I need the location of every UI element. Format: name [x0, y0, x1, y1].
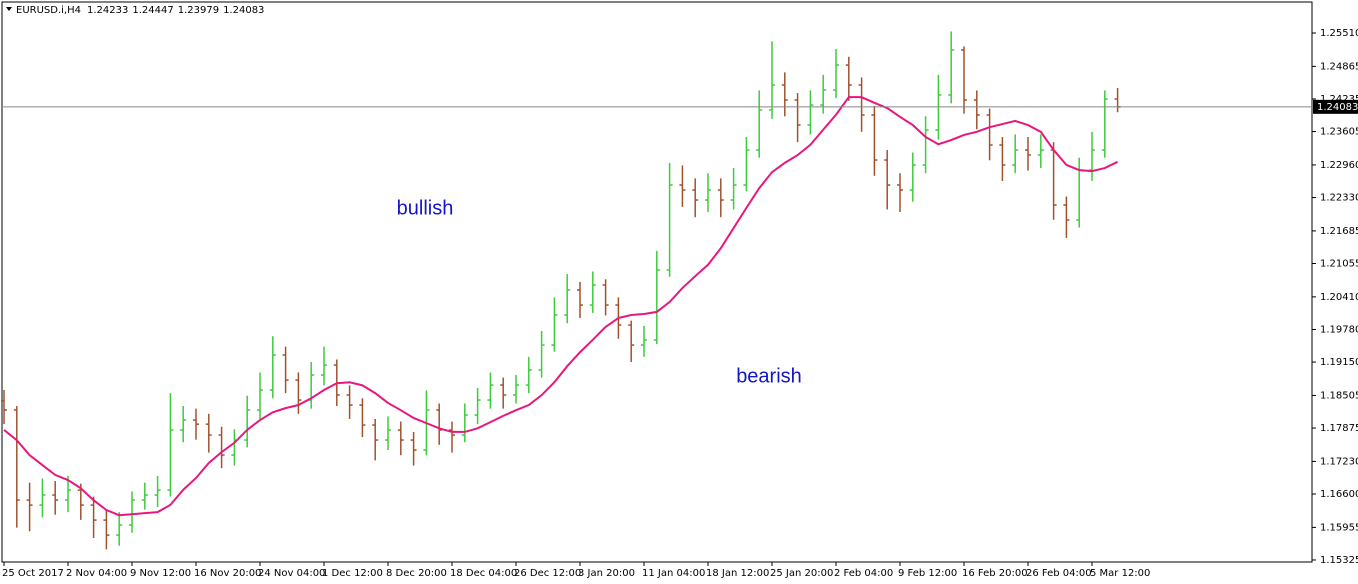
y-tick-label: 1.24865 [1320, 61, 1358, 72]
y-tick-label: 1.16600 [1320, 489, 1358, 500]
annotation: bearish [736, 365, 802, 387]
y-tick-label: 1.25510 [1320, 28, 1358, 39]
x-tick-label: 16 Nov 20:00 [194, 568, 261, 579]
y-tick-label: 1.20410 [1320, 292, 1358, 303]
price-label-box [1313, 99, 1358, 114]
x-tick-label: 3 Jan 20:00 [578, 568, 635, 579]
x-tick-label: 1 Dec 12:00 [322, 568, 383, 579]
y-tick-label: 1.21055 [1320, 259, 1358, 270]
x-tick-label: 9 Feb 12:00 [898, 568, 957, 579]
x-tick-label: 8 Dec 20:00 [386, 568, 447, 579]
open-value: 1.24233 [87, 5, 128, 16]
y-tick-label: 1.17875 [1320, 423, 1358, 434]
x-tick-label: 25 Jan 20:00 [770, 568, 833, 579]
y-tick-label: 1.19780 [1320, 324, 1358, 335]
x-tick-label: 9 Nov 12:00 [130, 568, 191, 579]
x-tick-label: 18 Jan 12:00 [706, 568, 769, 579]
y-tick-label: 1.22960 [1320, 160, 1358, 171]
x-tick-label: 26 Dec 12:00 [514, 568, 581, 579]
y-tick-label: 1.19150 [1320, 357, 1358, 368]
x-tick-label: 25 Oct 2017 [2, 568, 64, 579]
close-value: 1.24083 [223, 5, 264, 16]
price-label: 1.24083 [1317, 102, 1358, 113]
x-tick-label: 2 Nov 04:00 [66, 568, 127, 579]
x-tick-label: 26 Feb 04:00 [1026, 568, 1092, 579]
x-tick-label: 2 Feb 04:00 [834, 568, 893, 579]
y-tick-label: 1.18505 [1320, 390, 1358, 401]
x-tick-label: 24 Nov 04:00 [258, 568, 325, 579]
high-value: 1.24447 [132, 5, 173, 16]
y-tick-label: 1.15325 [1320, 555, 1358, 566]
x-tick-label: 11 Jan 04:00 [642, 568, 705, 579]
menu-arrow[interactable] [6, 7, 12, 11]
y-tick-label: 1.23605 [1320, 127, 1358, 138]
low-value: 1.23979 [178, 5, 219, 16]
header: EURUSD.i,H4 1.24233 1.24447 1.23979 1.24083 [16, 5, 264, 16]
symbol: EURUSD.i,H4 [16, 5, 81, 16]
annotation: bullish [397, 197, 454, 219]
moving-average [3, 96, 1119, 517]
x-tick-label: 18 Dec 04:00 [450, 568, 517, 579]
y-tick-label: 1.21685 [1320, 226, 1358, 237]
y-tick-label: 1.17230 [1320, 456, 1358, 467]
y-tick-label: 1.22330 [1320, 193, 1358, 204]
x-tick-label: 16 Feb 20:00 [962, 568, 1028, 579]
y-tick-label: 1.24235 [1320, 94, 1358, 105]
x-tick-label: 5 Mar 12:00 [1090, 568, 1150, 579]
y-tick-label: 1.15955 [1320, 522, 1358, 533]
